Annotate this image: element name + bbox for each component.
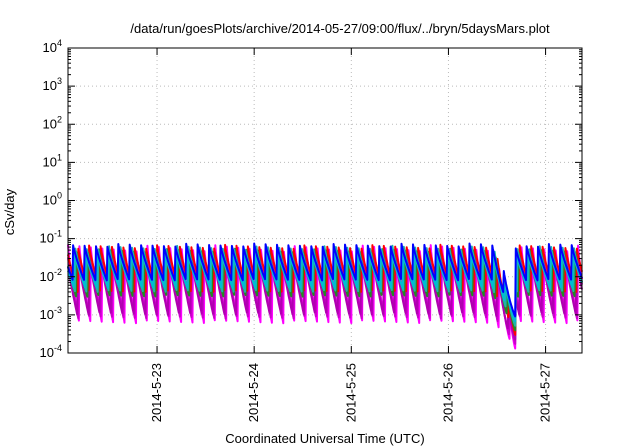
x-tick-label: 2014-5-23	[149, 363, 164, 422]
series-layer	[67, 242, 583, 350]
y-tick-label: 102	[43, 114, 62, 131]
y-tick-label: 10-4	[40, 343, 62, 360]
y-tick-label: 100	[43, 191, 62, 208]
y-tick-label: 104	[43, 38, 62, 55]
x-tick-label: 2014-5-27	[538, 363, 553, 422]
series-line	[67, 249, 583, 341]
y-tick-label: 103	[43, 76, 62, 93]
chart-title: /data/run/goesPlots/archive/2014-05-27/0…	[130, 21, 550, 36]
x-axis-label: Coordinated Universal Time (UTC)	[225, 431, 424, 446]
y-tick-label: 10-2	[40, 267, 62, 284]
x-tick-label: 2014-5-25	[343, 363, 358, 422]
y-tick-label: 10-1	[40, 229, 62, 246]
series-line	[67, 242, 583, 318]
y-axis-label: cSv/day	[2, 188, 17, 235]
y-axis: 104 103 102 101 100 10-1 10-2 10-3 10-4	[40, 38, 582, 360]
y-tick-label: 10-3	[40, 305, 62, 322]
y-tick-label: 101	[43, 152, 62, 169]
x-axis: 2014-5-23 2014-5-24 2014-5-25 2014-5-26 2014…	[149, 48, 553, 422]
x-tick-label: 2014-5-24	[246, 363, 261, 422]
x-tick-label: 2014-5-26	[440, 363, 455, 422]
